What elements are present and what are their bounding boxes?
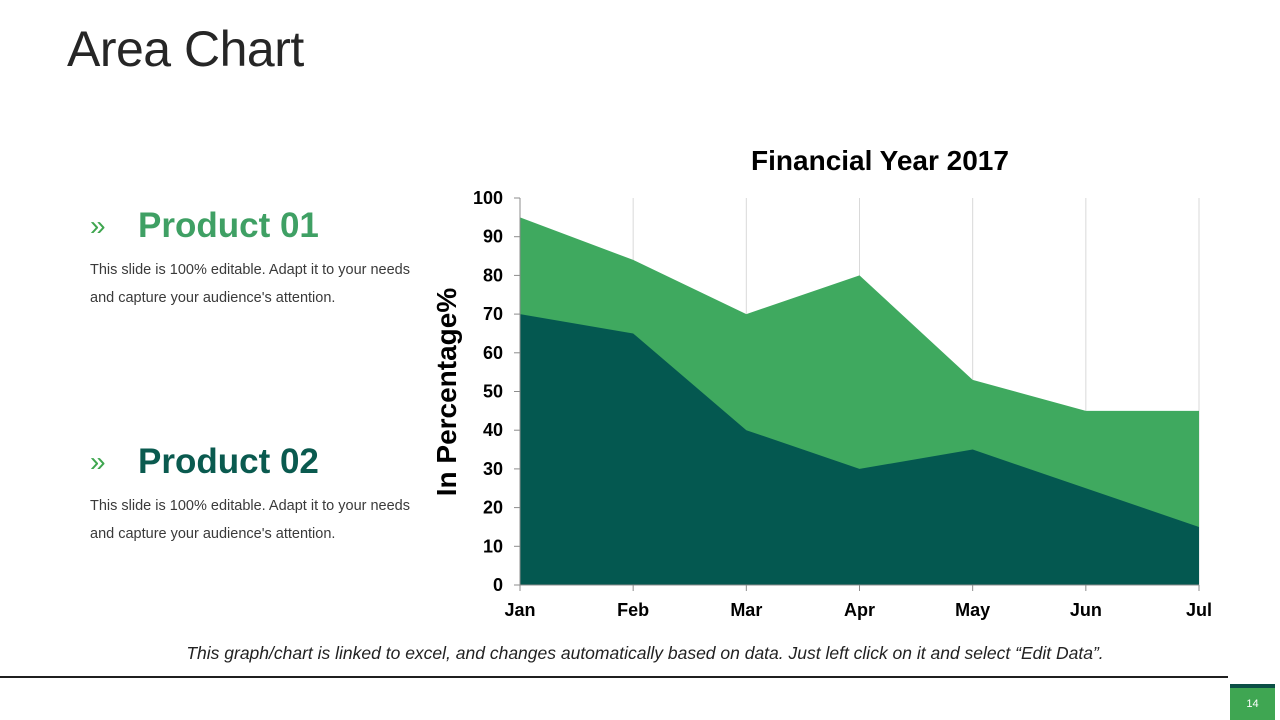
chart-areas — [520, 217, 1199, 585]
product-02-title: Product 02 — [138, 442, 319, 481]
x-tick-label: Apr — [844, 600, 875, 620]
y-tick-label: 10 — [483, 536, 503, 556]
y-axis-label: In Percentage% — [431, 288, 462, 497]
page-number: 14 — [1246, 698, 1259, 710]
product-01-block: » Product 01 This slide is 100% editable… — [90, 202, 420, 312]
product-02-description: This slide is 100% editable. Adapt it to… — [90, 498, 410, 542]
double-chevron-icon: » — [90, 210, 106, 241]
x-tick-label: Mar — [730, 600, 762, 620]
product-01-header: » Product 01 — [90, 202, 420, 250]
y-tick-label: 100 — [473, 188, 503, 208]
x-tick-label: Jul — [1186, 600, 1212, 620]
double-chevron-icon: » — [90, 446, 106, 477]
slide-title: Area Chart — [67, 21, 304, 77]
x-tick-label: Feb — [617, 600, 649, 620]
chart-title: Financial Year 2017 — [751, 145, 1009, 176]
y-tick-label: 0 — [493, 575, 503, 595]
product-02-header: » Product 02 — [90, 438, 420, 486]
page-number-badge: 14 — [1230, 684, 1275, 720]
y-tick-label: 40 — [483, 420, 503, 440]
product-01-title: Product 01 — [138, 206, 319, 245]
footer-divider — [0, 676, 1228, 678]
y-tick-label: 70 — [483, 304, 503, 324]
y-tick-label: 80 — [483, 265, 503, 285]
y-tick-label: 20 — [483, 498, 503, 518]
y-tick-label: 60 — [483, 343, 503, 363]
x-axis-ticks: Jan Feb Mar Apr May Jun Jul — [504, 585, 1212, 620]
product-01-description: This slide is 100% editable. Adapt it to… — [90, 262, 410, 306]
x-tick-label: May — [955, 600, 990, 620]
product-02-block: » Product 02 This slide is 100% editable… — [90, 438, 420, 548]
y-tick-label: 30 — [483, 459, 503, 479]
y-axis-ticks: 0 10 20 30 40 50 60 70 80 90 100 — [473, 188, 520, 595]
footnote: This graph/chart is linked to excel, and… — [186, 643, 1104, 663]
y-tick-label: 90 — [483, 227, 503, 247]
y-tick-label: 50 — [483, 382, 503, 402]
x-tick-label: Jan — [504, 600, 535, 620]
x-tick-label: Jun — [1070, 600, 1102, 620]
area-product-02 — [520, 314, 1199, 585]
